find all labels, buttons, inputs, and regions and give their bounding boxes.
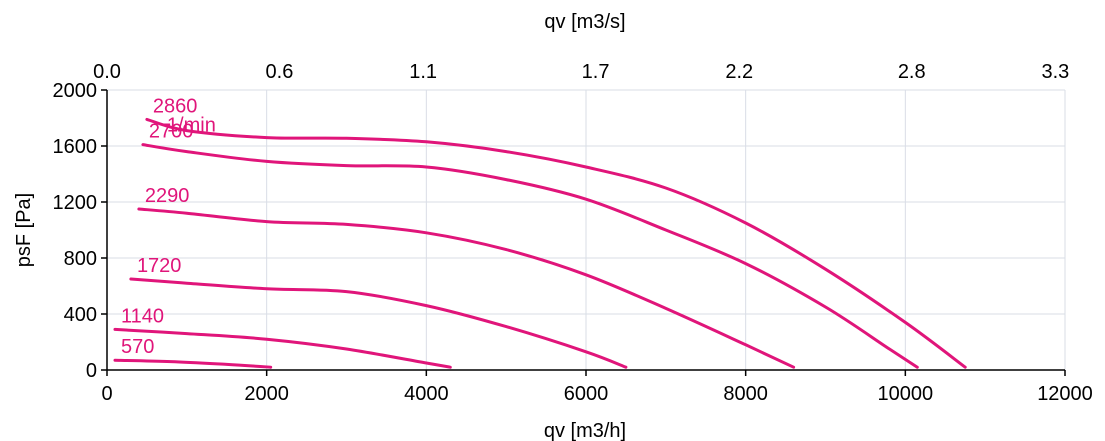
- speed-label-2700: 2700: [149, 121, 194, 143]
- x2-tick-label-6: 3.3: [1042, 61, 1070, 83]
- y-tick-label-2: 800: [64, 248, 97, 270]
- bottom-axis-title: qv [m3/h]: [544, 420, 626, 441]
- y-tick-label-0: 0: [86, 360, 97, 382]
- speed-label-1720: 1720: [137, 255, 182, 277]
- curve-2700: [141, 143, 919, 369]
- curve-2290: [137, 207, 796, 369]
- x2-tick-label-4: 2.2: [725, 61, 753, 83]
- curve-1140: [113, 327, 452, 369]
- speed-label-2860: 2860: [153, 95, 198, 117]
- x-tick-label-2: 4000: [404, 383, 449, 405]
- grid: [106, 89, 1066, 371]
- x2-tick-label-0: 0.0: [93, 61, 121, 83]
- y-tick-label-4: 1600: [53, 136, 98, 158]
- top-axis-title: qv [m3/s]: [544, 11, 625, 33]
- y-tick-label-3: 1200: [53, 192, 98, 214]
- curve-570: [113, 358, 273, 369]
- x2-tick-label-2: 1.1: [409, 61, 437, 83]
- speed-label-2290: 2290: [145, 185, 190, 207]
- x-tick-label-5: 10000: [878, 383, 934, 405]
- x2-tick-label-1: 0.6: [266, 61, 294, 83]
- curves: [113, 117, 967, 369]
- y-tick-label-1: 400: [64, 304, 97, 326]
- x-tick-label-6: 12000: [1037, 383, 1093, 405]
- x-tick-label-0: 0: [101, 383, 112, 405]
- x-tick-label-3: 6000: [564, 383, 609, 405]
- curve-2860: [145, 117, 967, 369]
- speed-label-1140: 1140: [121, 305, 164, 327]
- x2-tick-label-5: 2.8: [898, 61, 926, 83]
- y-tick-label-5: 2000: [53, 80, 98, 102]
- curve-1720: [129, 277, 628, 369]
- x-tick-label-4: 8000: [723, 383, 768, 405]
- speed-label-570: 570: [121, 336, 154, 358]
- x-tick-label-1: 2000: [244, 383, 289, 405]
- speed-unit-label: 1/min: [167, 114, 216, 136]
- axes: 0 2000 4000 6000 8000 10000 12000 0 400 800 1200 16…: [53, 61, 1093, 405]
- y-axis-title: psF [Pa]: [13, 193, 35, 267]
- x2-tick-label-3: 1.7: [582, 61, 610, 83]
